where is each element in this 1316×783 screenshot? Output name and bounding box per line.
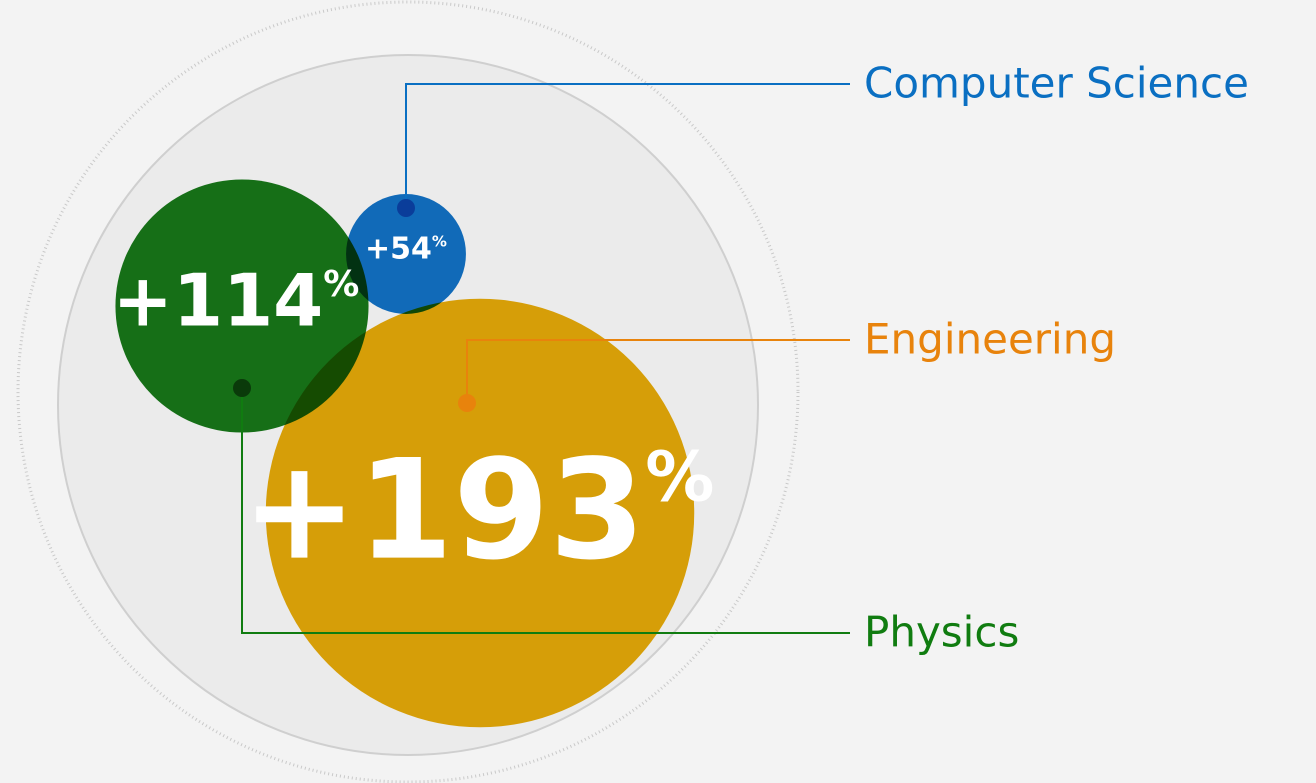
leaders: Computer Science Physics Engineering <box>233 59 1249 657</box>
bubble <box>115 179 369 433</box>
bubble <box>346 194 466 314</box>
bubbles: +54%+114%+193% <box>113 179 715 728</box>
outer-ring <box>16 0 800 783</box>
leader-line <box>466 339 850 403</box>
leader-dot <box>233 379 251 397</box>
category-label: Physics <box>864 608 1019 657</box>
value-label: +193% <box>242 430 715 591</box>
leader-dot <box>397 199 415 217</box>
leader-dot <box>458 394 476 412</box>
category-label: Computer Science <box>864 59 1249 108</box>
bubble <box>265 298 695 728</box>
leader-line <box>241 388 850 634</box>
category-label: Engineering <box>864 315 1116 364</box>
leader-line <box>405 83 850 208</box>
value-label: +114% <box>113 259 360 343</box>
